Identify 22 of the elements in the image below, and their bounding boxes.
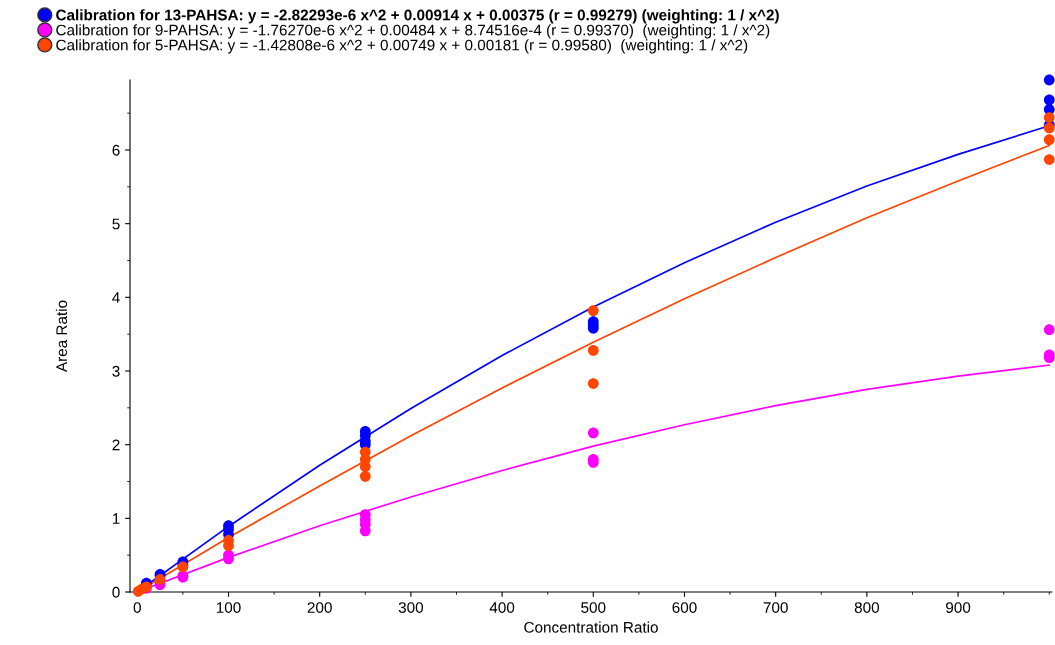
x-tick-label: 900 bbox=[946, 602, 971, 613]
x-tick-label: 200 bbox=[307, 602, 332, 613]
y-tick-label: 5 bbox=[112, 218, 120, 230]
x-tick-label: 400 bbox=[489, 602, 515, 613]
y-tick-label: 2 bbox=[112, 439, 120, 451]
y-axis-title: Area Ratio bbox=[55, 300, 68, 373]
y-tick-label: 0 bbox=[112, 586, 120, 598]
x-tick-label: 800 bbox=[854, 602, 880, 613]
y-tick-label: 3 bbox=[112, 365, 120, 377]
x-tick-label: 0 bbox=[133, 602, 141, 613]
x-tick-label: 600 bbox=[672, 602, 697, 613]
y-tick-label: 1 bbox=[112, 513, 120, 524]
legend-label: Calibration for 9-PAHSA: y = -1.76270e-6 x^2 + 0.00484 x + 8.74516e-4 (r = 0.99370) (weighting: 1 / x^2) bbox=[56, 24, 770, 39]
y-tick-label: 4 bbox=[112, 292, 120, 303]
x-tick-label: 100 bbox=[216, 602, 241, 613]
x-tick-label: 300 bbox=[398, 602, 424, 613]
legend-label: Calibration for 5-PAHSA: y = -1.42808e-6 x^2 + 0.00749 x + 0.00181 (r = 0.99580) (weighting: 1 / x^2) bbox=[56, 39, 748, 54]
x-tick-label: 700 bbox=[763, 602, 788, 613]
x-axis-title: Concentration Ratio bbox=[524, 621, 658, 633]
x-tick-label: 500 bbox=[581, 602, 606, 613]
legend-label: Calibration for 13-PAHSA: y = -2.82293e-6 x^2 + 0.00914 x + 0.00375 (r = 0.99279) (weighting: 1 / x^2) bbox=[56, 9, 779, 24]
y-tick-label: 6 bbox=[112, 144, 120, 156]
